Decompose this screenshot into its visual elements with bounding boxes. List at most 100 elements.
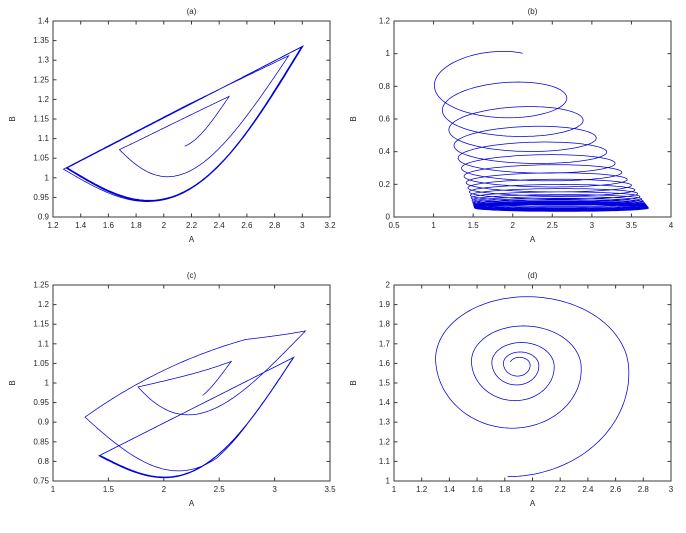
x-tick-label: 1.4 <box>75 221 87 230</box>
y-tick-label: 1 <box>385 477 390 486</box>
y-tick-label: 1.3 <box>37 56 49 65</box>
y-axis-label-a: B <box>8 116 17 121</box>
x-tick-label: 3 <box>668 485 673 494</box>
y-tick-label: 0.8 <box>378 82 390 91</box>
figure-window: 1.2 1.4 1.6 1.8 2 2.2 2.4 2.6 2.8 3 3.2 0.9 0.95 1 1.0… <box>2 5 684 517</box>
y-tick-label: 0.8 <box>37 457 49 466</box>
x-axis-label-a: A <box>188 235 194 244</box>
y-tick-label: 1.15 <box>33 115 49 124</box>
x-tick-label: 2.5 <box>213 485 225 494</box>
y-tick-label: 1.2 <box>378 17 390 26</box>
x-tick-label: 2.8 <box>269 221 281 230</box>
y-tick-label: 1.2 <box>378 437 390 446</box>
plot-svg-c: 1 1.5 2 2.5 3 3.5 0.75 0.8 0.85 0.9 0.95 1 1.05 1.1 1.… <box>8 271 336 508</box>
y-tick-label: 0.9 <box>37 418 49 427</box>
y-tick-label: 0.4 <box>378 147 390 156</box>
y-axis-label-b: B <box>349 116 358 121</box>
axes-box-d <box>393 284 671 482</box>
plot-svg-b: 0.5 1 1.5 2 2.5 3 3.5 4 0 0.2 0.4 0.6 0.8 1 1.2 (b) A B <box>349 7 674 244</box>
x-tick-label: 3.5 <box>625 221 637 230</box>
y-axis-label-c: B <box>8 380 17 385</box>
y-tick-label: 1.25 <box>33 75 49 84</box>
y-tick-label: 1.05 <box>33 359 49 368</box>
y-tick-label: 1.2 <box>37 95 49 104</box>
x-tick-label: 3 <box>589 221 594 230</box>
y-tick-label: 1.8 <box>378 320 390 329</box>
panel-title-c: (c) <box>186 271 196 280</box>
x-tick-label: 1.5 <box>102 485 114 494</box>
phase-trajectory-a <box>62 45 304 202</box>
x-tick-label: 2.2 <box>554 485 566 494</box>
x-tick-label: 1.4 <box>443 485 455 494</box>
x-tick-label: 2.8 <box>637 485 649 494</box>
panel-title-b: (b) <box>527 7 537 16</box>
y-axis-label-d: B <box>349 380 358 385</box>
y-tick-label: 1.6 <box>378 359 390 368</box>
x-tick-label: 1 <box>431 221 436 230</box>
x-tick-label: 1.8 <box>130 221 142 230</box>
x-axis-label-d: A <box>529 499 535 508</box>
y-tick-label: 1.5 <box>378 379 390 388</box>
x-tick-label: 2.6 <box>241 221 253 230</box>
x-tick-label: 2.4 <box>213 221 225 230</box>
y-tick-label: 1.9 <box>378 300 390 309</box>
y-tick-label: 1 <box>44 173 49 182</box>
phase-trajectory-d <box>434 296 629 478</box>
panel-title-a: (a) <box>186 7 196 16</box>
x-tick-label: 2.6 <box>610 485 622 494</box>
plot-svg-a: 1.2 1.4 1.6 1.8 2 2.2 2.4 2.6 2.8 3 3.2 0.9 0.95 1 1.0… <box>8 7 336 244</box>
y-tick-label: 1 <box>44 379 49 388</box>
y-tick-label: 1.05 <box>33 154 49 163</box>
axes-box-c <box>52 284 330 482</box>
x-tick-label: 1.6 <box>102 221 114 230</box>
panel-a: 1.2 1.4 1.6 1.8 2 2.2 2.4 2.6 2.8 3 3.2 0.9 0.95 1 1.0… <box>2 5 343 253</box>
x-tick-label: 3.2 <box>324 221 336 230</box>
y-tick-label: 1.35 <box>33 36 49 45</box>
x-tick-label: 3.5 <box>324 485 336 494</box>
y-tick-label: 0.9 <box>37 213 49 222</box>
y-tick-label: 1.25 <box>33 281 49 290</box>
x-tick-label: 1 <box>391 485 396 494</box>
x-tick-label: 2 <box>161 221 166 230</box>
y-tick-label: 1 <box>385 49 390 58</box>
x-tick-label: 1 <box>50 485 55 494</box>
y-tick-label: 2 <box>385 281 390 290</box>
y-tick-label: 1.1 <box>378 457 390 466</box>
panel-title-d: (d) <box>527 271 537 280</box>
x-tick-label: 4 <box>668 221 673 230</box>
x-tick-label: 2.5 <box>546 221 558 230</box>
x-axis-label-b: A <box>529 235 535 244</box>
x-tick-label: 2 <box>161 485 166 494</box>
x-tick-label: 2.2 <box>185 221 197 230</box>
plot-svg-d: 1 1.2 1.4 1.6 1.8 2 2.2 2.4 2.6 2.8 3 1 1.1 1.2 1.3 1.4… <box>349 271 674 508</box>
x-tick-label: 1.8 <box>499 485 511 494</box>
y-tick-label: 0.85 <box>33 437 49 446</box>
x-axis-label-c: A <box>188 499 194 508</box>
x-tick-label: 1.6 <box>471 485 483 494</box>
y-tick-label: 1.4 <box>378 398 390 407</box>
x-tick-label: 2.4 <box>582 485 594 494</box>
y-tick-label: 0.2 <box>378 180 390 189</box>
phase-trajectory-b <box>433 51 649 212</box>
phase-trajectory-c <box>83 330 306 479</box>
x-tick-label: 3 <box>272 485 277 494</box>
y-tick-label: 1.2 <box>37 300 49 309</box>
y-tick-label: 1.15 <box>33 320 49 329</box>
x-tick-label: 1.5 <box>467 221 479 230</box>
y-tick-label: 1.4 <box>37 17 49 26</box>
y-tick-label: 0.6 <box>378 115 390 124</box>
y-tick-label: 0.95 <box>33 193 49 202</box>
y-tick-label: 0 <box>385 213 390 222</box>
x-tick-label: 1.2 <box>47 221 59 230</box>
panel-c: 1 1.5 2 2.5 3 3.5 0.75 0.8 0.85 0.9 0.95 1 1.05 1.1 1.… <box>2 269 343 517</box>
x-tick-label: 0.5 <box>388 221 400 230</box>
y-tick-label: 0.75 <box>33 477 49 486</box>
y-tick-label: 1.7 <box>378 339 390 348</box>
panel-d: 1 1.2 1.4 1.6 1.8 2 2.2 2.4 2.6 2.8 3 1 1.1 1.2 1.3 1.4… <box>343 269 684 517</box>
x-tick-label: 3 <box>300 221 305 230</box>
y-tick-label: 1.1 <box>37 339 49 348</box>
x-tick-label: 1.2 <box>416 485 428 494</box>
y-tick-label: 1.1 <box>37 134 49 143</box>
y-tick-label: 1.3 <box>378 418 390 427</box>
x-tick-label: 2 <box>510 221 515 230</box>
